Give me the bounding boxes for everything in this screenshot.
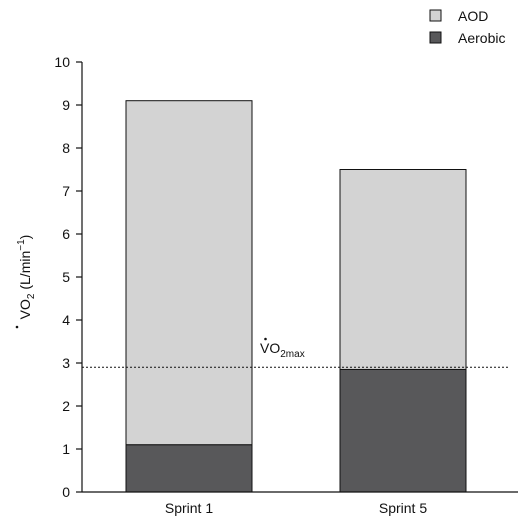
y-tick-label-7: 7 [62,183,70,199]
y-tick-label-6: 6 [62,226,70,242]
legend-swatch-aod [429,9,442,22]
y-tick-label-5: 5 [62,269,70,285]
bar-aod-2 [339,169,467,370]
bar-aerobic-2 [339,368,467,493]
y-axis-label: VO2 (L/min−1) [15,235,37,329]
x-tick-label-1: Sprint 1 [165,500,213,516]
y-axis-label-text: VO2 (L/min−1) [16,235,37,320]
reference-line-label-text: VO2max [260,340,305,360]
y-axis-label-sub: 2 [26,293,37,299]
y-axis-label-unit-close: ) [17,235,33,240]
plot-area: Sprint 1 Sprint 5 0 1 2 3 4 5 6 7 8 9 10 [54,54,518,516]
legend-label-aod: AOD [458,8,488,24]
y-tick-label-0: 0 [62,484,70,500]
legend-swatch-aerobic [429,31,442,44]
y-tick-label-4: 4 [62,312,70,328]
y-tick-label-3: 3 [62,355,70,371]
y-tick-label-9: 9 [62,97,70,113]
bar-aerobic-1 [125,444,253,493]
y-tick-label-10: 10 [54,54,70,70]
legend-label-aerobic: Aerobic [458,30,505,46]
y-axis-label-unit-sup: −1 [16,239,27,251]
y-axis-label-unit-open: (L/min [17,251,33,294]
bar-aod-1 [125,100,253,446]
y-tick-label-8: 8 [62,140,70,156]
reference-line-label-overdot [264,337,267,341]
reference-line-label-sub: 2max [280,349,304,360]
reference-line-label: VO2max [260,337,305,360]
y-axis-label-overdot [15,325,19,329]
y-tick-label-2: 2 [62,398,70,414]
y-axis-label-main: VO [17,299,33,319]
y-tick-label-1: 1 [62,441,70,457]
legend: AOD Aerobic [429,8,505,46]
x-tick-label-2: Sprint 5 [379,500,427,516]
reference-line-label-main: VO [260,340,280,356]
